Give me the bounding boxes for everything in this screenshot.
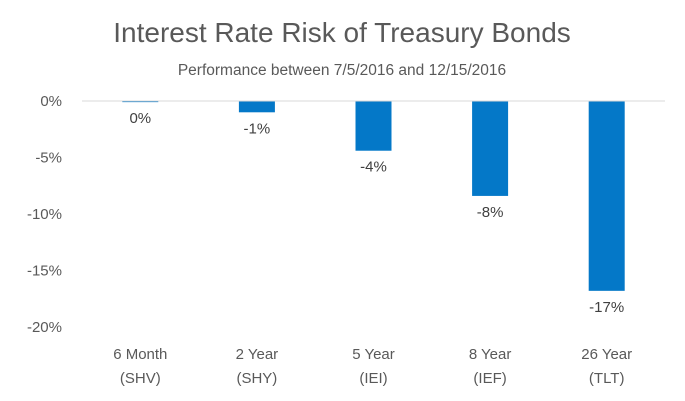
y-tick-label: -5%: [35, 150, 62, 167]
data-label: -1%: [244, 120, 271, 137]
y-tick-label: -15%: [27, 263, 62, 280]
data-label: -17%: [589, 299, 624, 316]
bar: [122, 101, 159, 103]
x-category-label: (IEI): [359, 370, 387, 387]
data-labels: 0% -1% -4% -8% -17%: [129, 110, 624, 316]
bar: [588, 101, 625, 291]
data-label: -8%: [477, 204, 504, 221]
x-category-label: (IEF): [473, 370, 506, 387]
bar: [355, 101, 392, 151]
bar: [238, 101, 275, 113]
x-category-label: (SHV): [120, 370, 161, 387]
y-axis: 0% -5% -10% -15% -20%: [27, 93, 62, 336]
bars: [122, 101, 625, 291]
y-tick-label: 0%: [40, 93, 62, 110]
x-category-label: (TLT): [589, 370, 625, 387]
y-tick-label: -20%: [27, 319, 62, 336]
x-category-label: 6 Month: [113, 346, 167, 363]
x-category-label: 26 Year: [581, 346, 632, 363]
bar: [472, 101, 509, 196]
x-axis: 6 Month (SHV) 2 Year (SHY) 5 Year (IEI) 8 Year…: [113, 346, 632, 387]
data-label: -4%: [360, 159, 387, 176]
y-tick-label: -10%: [27, 206, 62, 223]
data-label: 0%: [129, 110, 151, 127]
chart-title: Interest Rate Risk of Treasury Bonds: [113, 17, 571, 48]
x-category-label: 2 Year: [236, 346, 279, 363]
x-category-label: 8 Year: [469, 346, 512, 363]
x-category-label: 5 Year: [352, 346, 395, 363]
x-category-label: (SHY): [236, 370, 277, 387]
chart-subtitle: Performance between 7/5/2016 and 12/15/2…: [178, 62, 506, 79]
